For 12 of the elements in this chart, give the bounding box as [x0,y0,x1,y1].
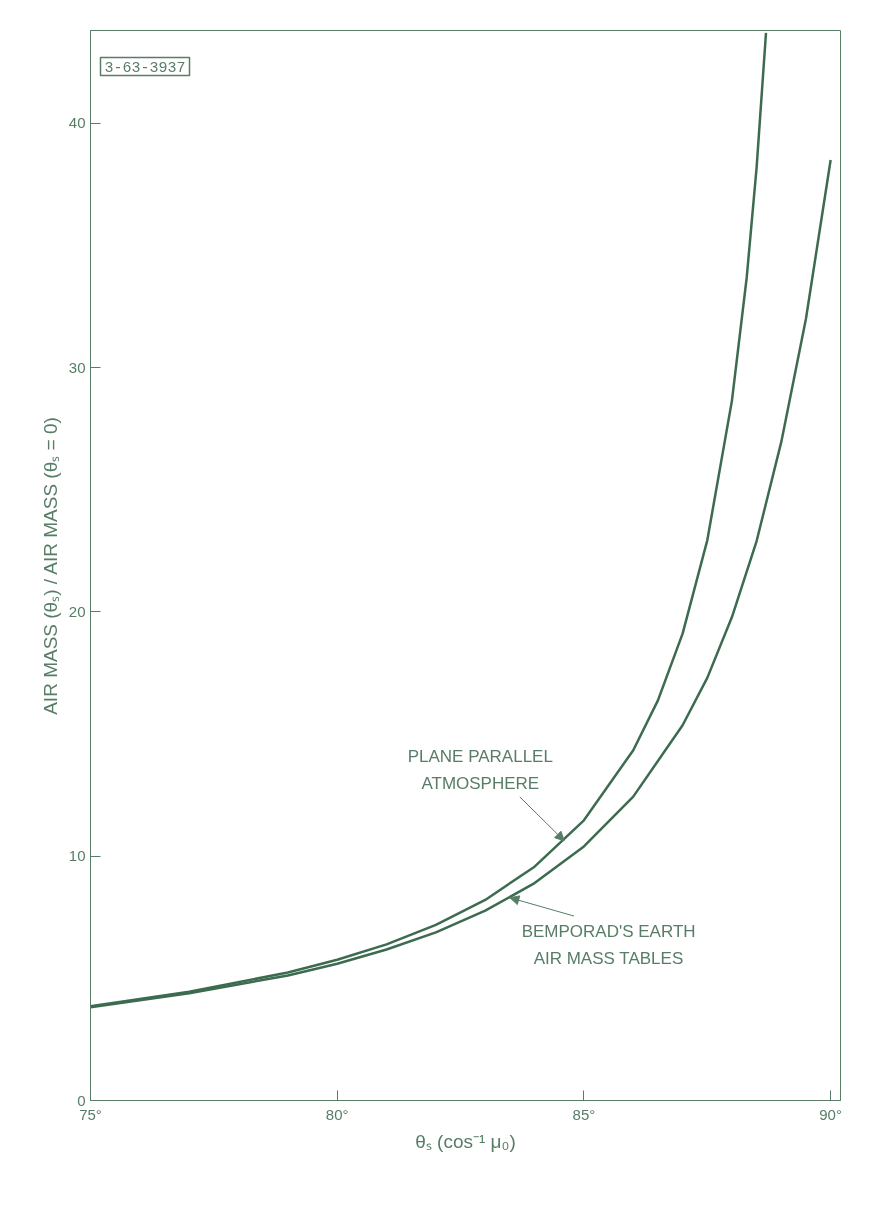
x-tick-label: 90° [819,1105,842,1123]
x-axis-title: θₛ (cos⁻¹ μ₀) [415,1130,516,1152]
y-tick-label: 40 [68,114,86,132]
y-tick-label: 20 [68,602,86,620]
annotation: 3-63-3937 [104,59,186,77]
y-axis-title: AIR MASS (θₛ) / AIR MASS (θₛ = 0) [39,417,61,715]
x-tick-label: 85° [572,1105,596,1123]
annotation: BEMPORAD'S EARTH AIR MASS TABLES [521,922,696,969]
y-tick-label: 10 [68,847,86,865]
y-tick-label: 30 [68,358,86,376]
x-tick-label: 80° [325,1105,349,1123]
annotation: PLANE PARALLEL ATMOSPHERE [407,747,553,793]
